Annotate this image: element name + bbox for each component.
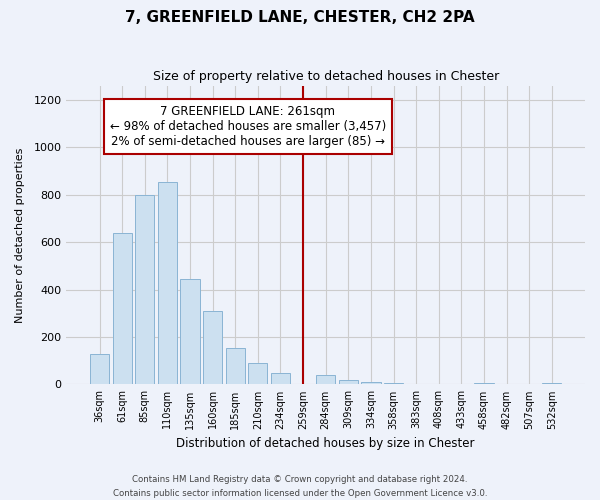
Text: 7 GREENFIELD LANE: 261sqm
← 98% of detached houses are smaller (3,457)
2% of sem: 7 GREENFIELD LANE: 261sqm ← 98% of detac… <box>110 105 386 148</box>
Text: 7, GREENFIELD LANE, CHESTER, CH2 2PA: 7, GREENFIELD LANE, CHESTER, CH2 2PA <box>125 10 475 25</box>
X-axis label: Distribution of detached houses by size in Chester: Distribution of detached houses by size … <box>176 437 475 450</box>
Bar <box>475 383 494 384</box>
Y-axis label: Number of detached properties: Number of detached properties <box>15 148 25 322</box>
Bar <box>203 311 222 384</box>
Bar <box>158 182 177 384</box>
Bar <box>248 363 268 384</box>
Bar <box>384 383 403 384</box>
Title: Size of property relative to detached houses in Chester: Size of property relative to detached ho… <box>152 70 499 83</box>
Bar <box>135 194 154 384</box>
Text: Contains HM Land Registry data © Crown copyright and database right 2024.
Contai: Contains HM Land Registry data © Crown c… <box>113 476 487 498</box>
Bar <box>181 279 200 384</box>
Bar <box>542 383 562 384</box>
Bar <box>361 382 380 384</box>
Bar <box>90 354 109 384</box>
Bar <box>338 380 358 384</box>
Bar <box>271 372 290 384</box>
Bar <box>113 232 132 384</box>
Bar <box>226 348 245 385</box>
Bar <box>316 375 335 384</box>
